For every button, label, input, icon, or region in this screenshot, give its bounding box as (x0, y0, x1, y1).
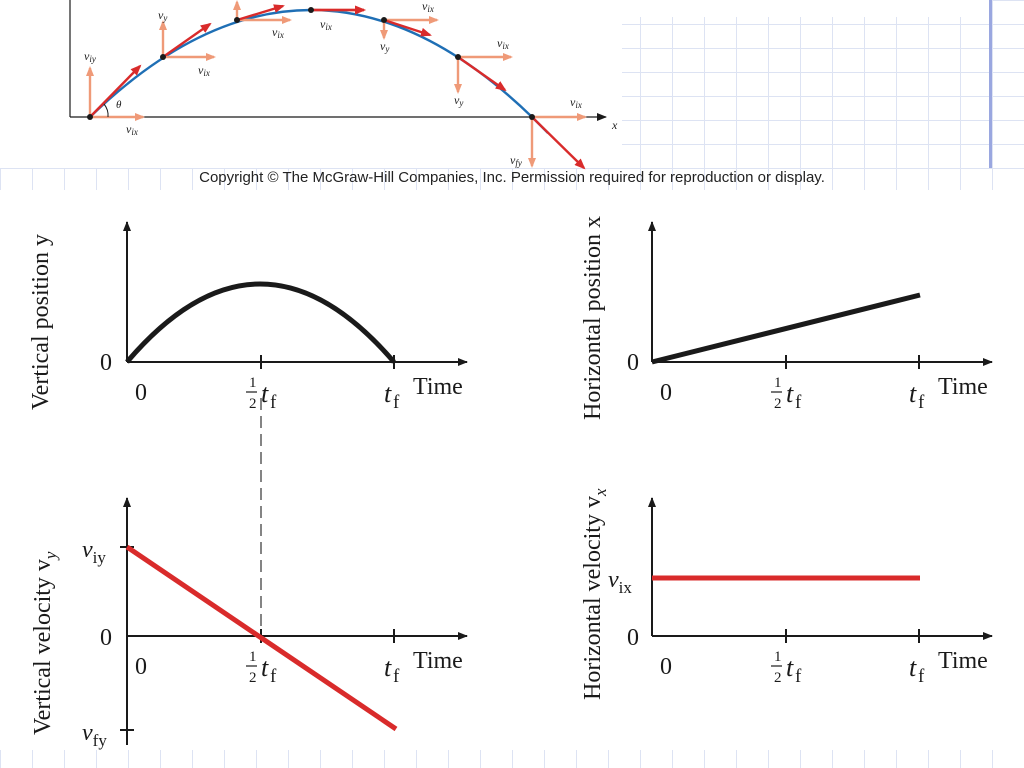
tick-label-tf: t (909, 653, 917, 682)
accent-bar (989, 0, 992, 168)
tick-label-half-sub: f (270, 666, 277, 687)
tick-label-half-numerator: 1 (774, 375, 782, 391)
vix-label-2: vix (272, 25, 284, 40)
tick-label-half-sub: f (270, 392, 277, 413)
tick-label-half-denominator: 2 (774, 396, 782, 412)
velocity-vector-4 (383, 18, 432, 37)
velocity-vector-2 (236, 4, 285, 22)
velocity-vector-5 (457, 56, 507, 92)
tick-label-zero: 0 (660, 654, 672, 680)
tick-label-tf-sub: f (393, 666, 400, 687)
velocity-vector-6 (531, 116, 586, 170)
vix-label-3: vix (320, 17, 332, 32)
tick-label-tf-sub: f (918, 666, 925, 687)
vy-label-4: vy (380, 39, 389, 54)
graphs-panel (0, 190, 1024, 750)
tick-label-half-numerator: 1 (774, 649, 782, 665)
tick-label-half-denominator: 2 (249, 396, 257, 412)
graph-vertical-position: 0 Vertical position y (28, 221, 468, 410)
position-line (651, 292, 921, 365)
x-axis-label: x (611, 118, 618, 132)
tick-label-half-sub: f (795, 666, 802, 687)
tick-label-tf-sub: f (393, 392, 400, 413)
point-2 (234, 17, 240, 23)
point-3 (308, 7, 314, 13)
tick-label-half-t: t (786, 653, 794, 682)
vix-label-1: vix (198, 63, 210, 78)
tick-label-zero: 0 (135, 654, 147, 680)
vix-label-4: vix (422, 0, 434, 14)
graph-horizontal-velocity: 0 vix Horizontal velocity vx (580, 488, 993, 700)
point-4 (381, 17, 387, 23)
velocity-vector-0 (89, 64, 142, 118)
copyright-notice: Copyright © The McGraw-Hill Companies, I… (199, 169, 825, 186)
theta-arc (103, 103, 109, 118)
tick-label-half-numerator: 1 (249, 649, 257, 665)
y-axis-title: Horizontal position x (580, 216, 606, 420)
tick-label-half-sub: f (795, 392, 802, 413)
point-5 (455, 54, 461, 60)
y-zero-label: 0 (100, 350, 112, 376)
tick-label-half-t: t (261, 653, 269, 682)
x-axis-title-time: Time (938, 374, 988, 400)
tick-label-half-denominator: 2 (774, 670, 782, 686)
x-axis-title-time: Time (938, 648, 988, 674)
top-right-panel (622, 0, 989, 17)
vfy-label: vfy (510, 153, 522, 168)
vix-tick-label: vix (608, 567, 632, 597)
velocity-line (125, 544, 398, 732)
y-zero-label: 0 (627, 625, 639, 651)
y-axis-title: Horizontal velocity vx (580, 488, 610, 700)
point-1 (160, 54, 166, 60)
trajectory-diagram: x (69, 0, 618, 170)
tick-label-tf: t (909, 379, 917, 408)
viy-tick-label: viy (82, 537, 106, 567)
vix-label-6: vix (570, 95, 582, 110)
y-zero-label: 0 (627, 350, 639, 376)
top-figure-panel (0, 0, 622, 168)
tick-label-tf-sub: f (918, 392, 925, 413)
tick-label-zero: 0 (660, 380, 672, 406)
y-axis-title: Vertical velocity vy (30, 551, 60, 735)
x-axis-title-time: Time (413, 374, 463, 400)
viy-label: viy (84, 49, 96, 64)
velocity-vectors (89, 4, 586, 170)
tick-label-tf: t (384, 653, 392, 682)
graph-vertical-velocity: 0 viy vfy Vertical velocity vy (30, 497, 468, 750)
tick-label-zero: 0 (135, 380, 147, 406)
point-0 (87, 114, 93, 120)
vy-label-5: vy (454, 93, 463, 108)
vfy-tick-label: vfy (82, 720, 107, 750)
vix-label-5: vix (497, 36, 509, 51)
graph-horizontal-position: 0 Horizontal position x (580, 216, 993, 420)
theta-label: θ (116, 99, 122, 111)
tick-label-half-denominator: 2 (249, 670, 257, 686)
vix-label-0: vix (126, 122, 138, 137)
tick-label-half-numerator: 1 (249, 375, 257, 391)
y-axis-title: Vertical position y (28, 234, 54, 410)
velocity-components (86, 0, 587, 168)
tick-label-tf: t (384, 379, 392, 408)
x-axis-title-time: Time (413, 648, 463, 674)
y-zero-label: 0 (100, 625, 112, 651)
point-6 (529, 114, 535, 120)
position-curve (125, 281, 396, 364)
trajectory-labels: viy vix vy vix vix vix vy vix vix vy vix… (84, 0, 582, 168)
tick-label-half-t: t (261, 379, 269, 408)
trajectory-points (87, 7, 535, 120)
tick-label-half-t: t (786, 379, 794, 408)
velocity-vector-1 (162, 22, 212, 58)
vy-label-1: vy (158, 8, 167, 23)
